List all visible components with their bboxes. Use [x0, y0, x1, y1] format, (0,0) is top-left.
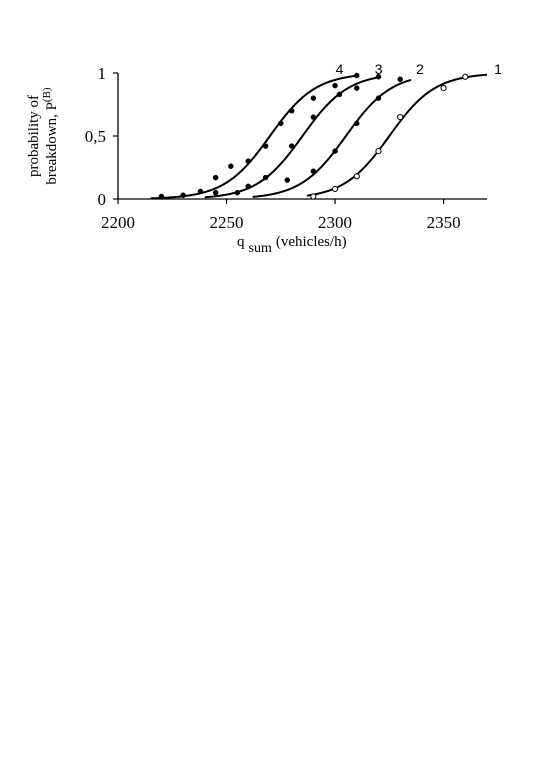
data-point-series-4: [228, 163, 234, 169]
fit-curve-series-4: [150, 74, 357, 200]
data-point-series-2: [310, 168, 317, 175]
curve-label-3: 3: [375, 61, 383, 77]
data-point-series-4: [245, 158, 251, 164]
data-point-series-4: [354, 72, 360, 79]
data-point-series-3: [336, 91, 343, 98]
x-axis-title-subscript: sum: [249, 241, 272, 256]
data-point-series-3: [245, 183, 251, 190]
data-point-series-3: [288, 143, 295, 149]
data-point-series-3: [375, 74, 382, 80]
curve-label-1: 1: [494, 61, 502, 77]
x-tick-label: 2250: [210, 213, 244, 232]
data-point-series-1: [353, 173, 360, 180]
data-point-series-4: [158, 193, 165, 200]
fit-curves: [150, 73, 488, 200]
fit-curve-series-3: [204, 76, 379, 199]
data-point-series-3: [284, 177, 291, 183]
data-point-series-1: [440, 85, 447, 92]
y-axis-title-line1: probability of: [26, 95, 42, 177]
data-point-series-4: [212, 174, 219, 181]
y-tick-label: 0,5: [85, 127, 106, 146]
data-point-series-4: [262, 143, 269, 149]
data-point-series-4: [212, 189, 219, 196]
data-points: [158, 72, 469, 200]
data-point-series-4: [197, 188, 204, 195]
data-point-series-4: [332, 82, 338, 89]
data-point-series-3: [262, 174, 269, 181]
data-point-series-4: [278, 120, 284, 127]
x-axis-title: q sum (vehicles/h): [237, 234, 347, 256]
axes: 2200 2250 2300 2350 0 0,5 1: [85, 64, 487, 232]
x-axis-title-rest: (vehicles/h): [276, 234, 347, 250]
data-point-series-2: [397, 76, 403, 83]
x-tick-label: 2200: [101, 213, 135, 232]
curve-label-2: 2: [416, 61, 424, 77]
data-point-series-1: [310, 193, 317, 200]
data-point-series-4: [310, 95, 317, 101]
curve-labels: 1 2 3 4: [336, 61, 502, 77]
y-tick-label: 0: [98, 190, 107, 209]
x-tick-label: 2300: [318, 213, 352, 232]
data-point-series-3: [310, 114, 317, 120]
y-axis-title-line2: breakdown, P(B): [41, 87, 60, 185]
data-point-series-3: [354, 85, 360, 91]
y-axis-title-superscript: (B): [41, 87, 53, 102]
data-point-series-2: [332, 148, 338, 154]
curve-label-4: 4: [336, 61, 344, 77]
fit-curve-series-1: [306, 73, 488, 197]
y-tick-label: 1: [98, 64, 107, 83]
data-point-series-2: [375, 95, 382, 101]
x-tick-label: 2350: [427, 213, 461, 232]
data-point-series-2: [354, 120, 360, 127]
y-axis-title-main: breakdown, P: [44, 102, 60, 185]
fit-curve-series-2: [252, 78, 412, 198]
data-point-series-1: [331, 185, 339, 193]
x-axis-title-main: q: [237, 234, 245, 250]
data-point-series-4: [288, 108, 295, 114]
data-point-series-1: [397, 114, 404, 121]
data-point-series-1: [462, 73, 469, 80]
data-point-series-3: [234, 189, 241, 196]
data-point-series-4: [180, 192, 186, 198]
data-point-series-1: [375, 148, 382, 155]
